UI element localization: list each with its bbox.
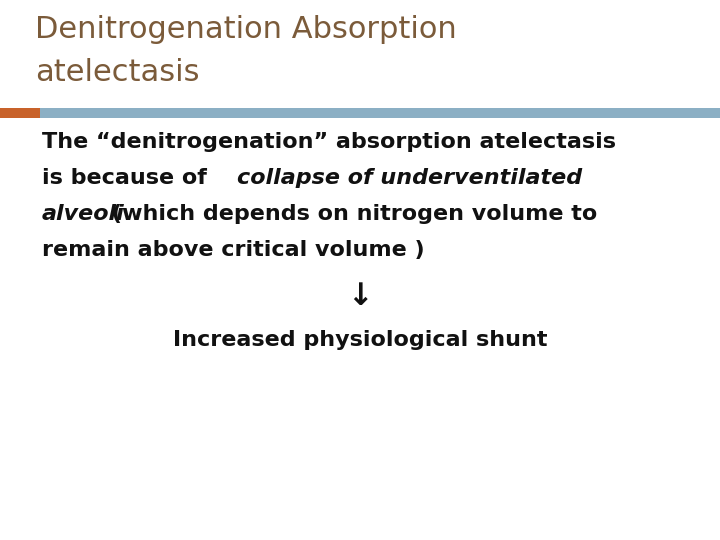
Text: ↓: ↓: [347, 282, 373, 311]
Text: remain above critical volume ): remain above critical volume ): [42, 240, 425, 260]
Text: Increased physiological shunt: Increased physiological shunt: [173, 330, 547, 350]
Bar: [40, 108, 720, 118]
Text: The “denitrogenation” absorption atelectasis: The “denitrogenation” absorption atelect…: [42, 132, 616, 152]
Text: Denitrogenation Absorption: Denitrogenation Absorption: [35, 15, 456, 44]
Bar: [0, 108, 40, 118]
Text: atelectasis: atelectasis: [35, 58, 199, 87]
Text: collapse of underventilated: collapse of underventilated: [237, 168, 582, 188]
Text: (which depends on nitrogen volume to: (which depends on nitrogen volume to: [104, 204, 598, 224]
Text: alveoli: alveoli: [42, 204, 125, 224]
Text: is because of: is because of: [42, 168, 222, 188]
